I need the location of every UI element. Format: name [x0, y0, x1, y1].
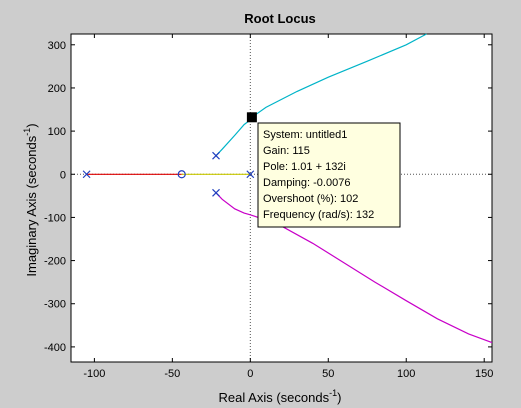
chart-title: Root Locus [244, 11, 316, 26]
datatip-line-damping: Damping: -0.0076 [263, 177, 350, 189]
datatip-anchor-marker[interactable] [246, 112, 257, 123]
x-tick-label: 100 [397, 368, 415, 380]
pole-marker-3 [246, 170, 255, 179]
pole-marker-stroke [246, 170, 255, 179]
y-tick-label: 0 [60, 169, 66, 181]
datatip[interactable]: System: untitled1 Gain: 115 Pole: 1.01 +… [246, 112, 401, 228]
x-axis-label: Real Axis (seconds-1) [219, 388, 342, 405]
pole-marker-1 [212, 151, 220, 160]
pole-marker-stroke [82, 170, 91, 179]
x-axis-label-exponent: -1 [329, 388, 337, 398]
x-tick-label: 50 [322, 368, 334, 380]
y-tick-label: -100 [44, 212, 66, 224]
series-layer [86, 33, 493, 344]
y-tick-label: 300 [48, 40, 66, 52]
zero-marker-0 [177, 170, 186, 179]
x-tick-label: -50 [164, 368, 180, 380]
datatip-line-gain: Gain: 115 [263, 145, 310, 157]
pole-marker-stroke [212, 188, 220, 197]
x-tick-label: -100 [83, 368, 105, 380]
y-axis-label-close: ) [24, 123, 39, 127]
y-tick-label: -400 [44, 342, 66, 354]
markers-layer [82, 151, 255, 197]
y-axis-label-text: Imaginary Axis (seconds [24, 135, 39, 276]
x-axis-label-text: Real Axis (seconds [219, 390, 330, 405]
y-tick-label: 200 [48, 83, 66, 95]
y-tick-label: -200 [44, 256, 66, 268]
datatip-line-frequency: Frequency (rad/s): 132 [263, 209, 374, 221]
locus-branch-lower-branch [215, 192, 493, 344]
locus-branch-upper-branch [215, 33, 427, 157]
datatip-line-system: System: untitled1 [263, 129, 347, 141]
pole-marker-0 [82, 170, 91, 179]
x-tick-label: 0 [247, 368, 253, 380]
pole-marker-2 [212, 188, 220, 197]
x-axis-label-close: ) [337, 390, 341, 405]
datatip-line-overshoot: Overshoot (%): 102 [263, 193, 358, 205]
y-axis-label-exponent: -1 [22, 128, 32, 136]
ticks-layer: -100 -50 0 50 100 150 300 200 100 0 -100 -200 -300 -4… [44, 34, 493, 380]
y-axis-label: Imaginary Axis (seconds-1) [22, 123, 39, 276]
x-tick-label: 150 [475, 368, 493, 380]
datatip-box [257, 122, 401, 228]
pole-marker-stroke [212, 151, 220, 160]
datatip-line-pole: Pole: 1.01 + 132i [263, 161, 346, 173]
y-tick-label: 100 [48, 126, 66, 138]
y-tick-label: -300 [44, 299, 66, 311]
